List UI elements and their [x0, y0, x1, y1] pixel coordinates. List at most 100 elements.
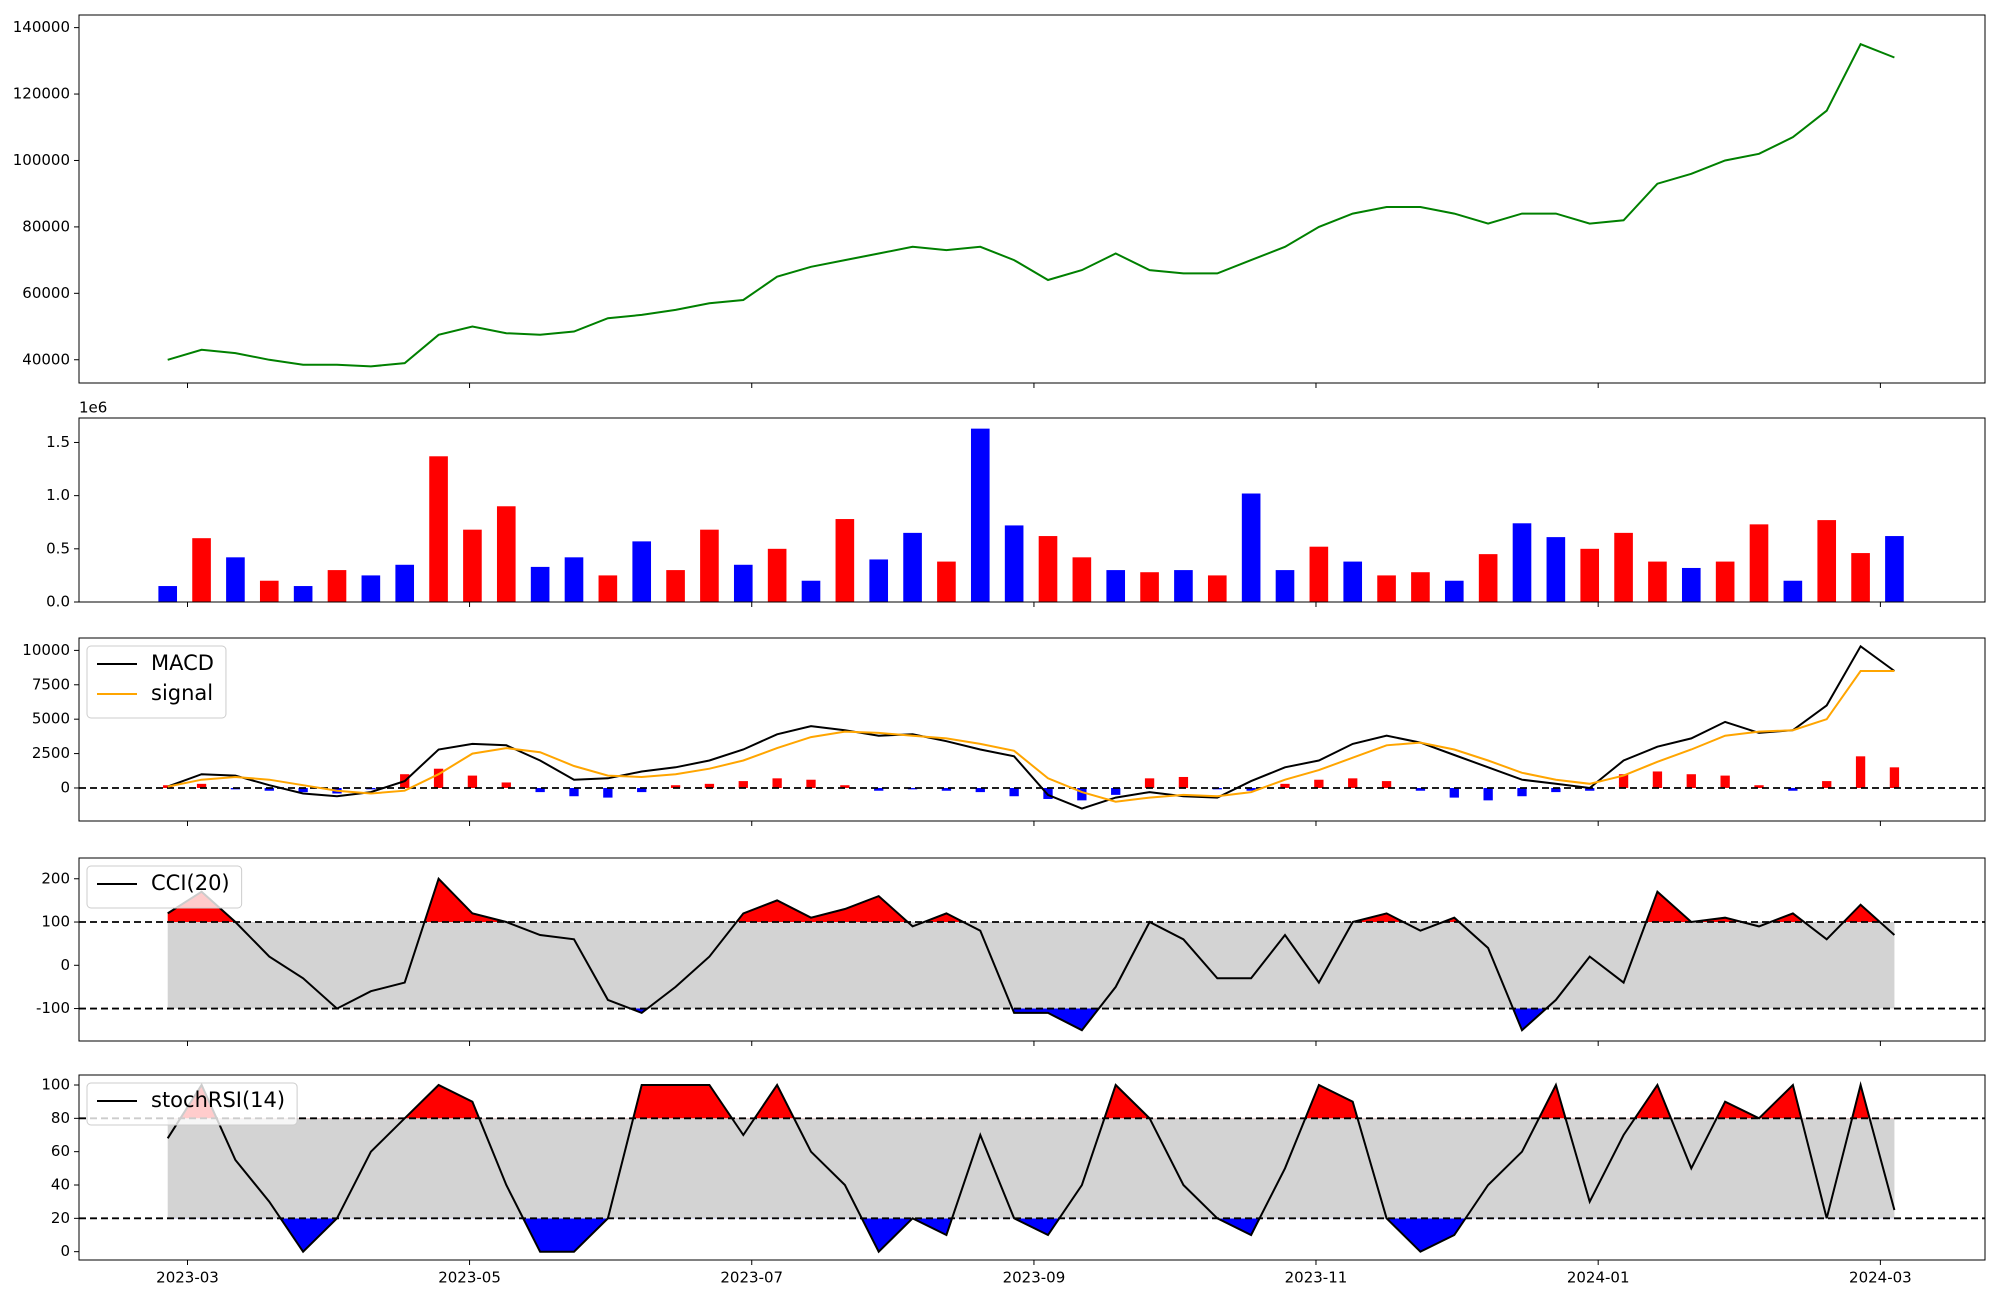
axes-frame — [78, 1074, 1986, 1261]
y-tick-label: 200 — [41, 869, 70, 887]
histogram-bar — [1144, 778, 1155, 788]
histogram-bar — [941, 787, 952, 791]
histogram-bar — [1585, 787, 1595, 791]
histogram-bar — [637, 787, 647, 793]
bar — [1411, 572, 1430, 602]
bar — [1681, 567, 1701, 602]
panel: -100 0 100 200 CCI(20) — [36, 857, 1986, 1046]
bar — [463, 529, 482, 602]
bar — [1275, 570, 1295, 602]
histogram-bar — [1720, 775, 1730, 788]
histogram-bar — [467, 775, 478, 788]
histogram-bar — [907, 787, 918, 790]
bar — [1207, 575, 1227, 602]
histogram-bar — [1314, 779, 1324, 788]
histogram-bar — [704, 783, 715, 788]
bar — [1444, 580, 1464, 602]
bar — [158, 586, 178, 602]
x-tick-label: 2024-03 — [1849, 1269, 1912, 1287]
histogram-bar — [1348, 778, 1358, 788]
series-line — [167, 42, 1895, 368]
bar — [1478, 554, 1498, 602]
x-tick-label: 2023-07 — [720, 1269, 783, 1287]
x-tick-label: 2023-05 — [438, 1269, 501, 1287]
histogram-bar — [1449, 787, 1459, 798]
histogram-bar — [772, 778, 782, 788]
y-tick-label: 120000 — [13, 85, 70, 103]
bar — [1309, 546, 1329, 602]
bar — [1817, 520, 1837, 602]
bar — [1241, 493, 1261, 602]
bar — [767, 548, 787, 602]
bar — [598, 575, 618, 602]
y-tick-label: 100 — [41, 1076, 70, 1094]
x-tick-label: 2023-09 — [1003, 1269, 1066, 1287]
histogram-bar — [738, 781, 748, 788]
bar — [1715, 561, 1735, 602]
bar — [1512, 523, 1532, 602]
bar — [733, 564, 753, 602]
bar — [530, 566, 550, 602]
panel: 0.0 0.5 1.0 1.5 1e6 — [46, 399, 1986, 611]
histogram-bar — [1855, 756, 1866, 788]
x-tick-label: 2023-03 — [156, 1269, 219, 1287]
panel: 40000 60000 80000 100000 120000 140000 — [13, 14, 1986, 388]
y-tick-label: 0.5 — [46, 539, 70, 557]
histogram-bar — [975, 787, 985, 793]
y-tick-label: 100000 — [13, 151, 70, 169]
band-fill — [167, 1118, 1895, 1219]
y-tick-label: 1.0 — [46, 486, 70, 504]
histogram-bar — [1686, 774, 1696, 788]
bar — [835, 519, 855, 602]
histogram-bar — [1246, 787, 1256, 791]
axes-frame — [78, 14, 1986, 384]
y-tick-label: 80000 — [22, 217, 70, 235]
bar — [293, 586, 313, 602]
legend-label: signal — [151, 681, 213, 705]
y-tick-label: 0.0 — [46, 593, 70, 611]
histogram-bar — [670, 785, 681, 788]
histogram-bar — [1009, 787, 1019, 797]
plot-area — [79, 1081, 1985, 1254]
y-tick-label: 100 — [41, 913, 70, 931]
y-tick-label: 40 — [51, 1176, 70, 1194]
histogram-bar — [1618, 774, 1629, 788]
bar — [1546, 537, 1566, 602]
bar — [259, 580, 279, 602]
legend: stochRSI(14) — [86, 1082, 298, 1126]
histogram-bar — [1889, 767, 1900, 788]
bar — [1004, 525, 1024, 602]
histogram-bar — [603, 787, 613, 798]
x-tick-label: 2023-11 — [1285, 1269, 1348, 1287]
y-tick-label: 0 — [60, 956, 70, 974]
histogram-bar — [501, 782, 511, 788]
legend-label: CCI(20) — [151, 871, 230, 895]
histogram-bar — [1280, 783, 1290, 788]
bar — [1885, 536, 1904, 602]
bar — [700, 529, 719, 602]
bar — [1106, 570, 1126, 602]
bar — [395, 564, 415, 602]
bar — [1783, 580, 1803, 602]
y-tick-label: 5000 — [32, 710, 70, 728]
y-tick-label: 1.5 — [46, 433, 70, 451]
plot-area — [79, 644, 1985, 810]
bar — [666, 570, 685, 602]
y-tick-label: 60 — [51, 1142, 70, 1160]
bar — [1580, 548, 1600, 602]
bar — [903, 532, 922, 602]
bar — [801, 580, 821, 602]
bar — [1648, 561, 1667, 602]
panel: 0 2500 5000 7500 10000 MACD signal — [22, 637, 1986, 826]
bar — [226, 557, 245, 602]
histogram-bar — [535, 787, 545, 793]
bar — [327, 570, 347, 602]
series-line — [166, 1081, 1896, 1254]
histogram-bar — [1517, 787, 1527, 797]
y-tick-label: 0 — [60, 778, 70, 796]
histogram-bar — [1652, 771, 1663, 788]
histogram-bar — [569, 787, 579, 797]
histogram-bar — [298, 787, 308, 793]
histogram-bar — [1178, 776, 1189, 788]
